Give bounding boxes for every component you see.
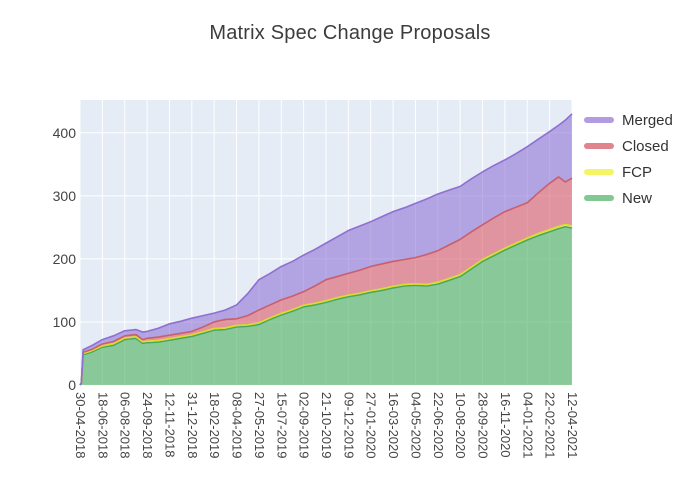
legend-item-fcp[interactable]: FCP [584,159,673,185]
legend-swatch-fcp [584,169,614,175]
y-tick-label: 200 [53,251,77,267]
area-merged [80,113,572,386]
area-closed [80,176,572,385]
x-tick-label: 27-05-2019 [252,392,267,459]
y-tick-label: 300 [53,188,77,204]
x-tick-label: 27-01-2020 [364,392,379,459]
x-tick-label: 08-04-2019 [230,392,245,459]
x-tick-label: 16-03-2020 [386,392,401,459]
legend-label: Closed [622,137,669,155]
x-tick-label: 12-11-2018 [162,392,177,458]
x-tick-label: 02-09-2019 [297,392,312,459]
x-tick-label: 24-09-2018 [140,392,155,459]
legend-swatch-merged [584,117,614,123]
legend-item-new[interactable]: New [584,185,673,211]
x-tick-label: 30-04-2018 [73,392,88,459]
line-merged [79,113,573,386]
x-tick-label: 10-08-2020 [453,392,468,459]
x-tick-label: 22-06-2020 [431,392,446,459]
x-tick-label: 18-06-2018 [95,392,110,459]
line-new [79,225,573,386]
line-fcp [79,223,573,386]
legend-item-merged[interactable]: Merged [584,107,673,133]
legend-swatch-closed [584,143,614,149]
y-tick-label: 0 [68,377,76,393]
x-tick-label: 31-12-2018 [185,392,200,459]
x-tick-label: 18-02-2019 [207,392,222,459]
legend-label: Merged [622,111,673,129]
y-tick-label: 400 [53,125,77,141]
legend-item-closed[interactable]: Closed [584,133,673,159]
x-tick-label: 04-05-2020 [408,392,423,459]
x-tick-label: 22-02-2021 [543,392,558,459]
x-tick-label: 12-04-2021 [565,392,580,459]
x-tick-label: 15-07-2019 [274,392,289,459]
y-tick-label: 100 [53,314,77,330]
legend: Merged Closed FCP New [584,107,673,211]
legend-label: New [622,189,653,207]
legend-swatch-new [584,195,614,201]
x-tick-label: 28-09-2020 [476,392,491,458]
line-closed [79,176,573,386]
chart-title: Matrix Spec Change Proposals [209,22,491,44]
x-tick-label: 09-12-2019 [341,392,356,459]
legend-label: FCP [622,163,652,181]
x-tick-label: 06-08-2018 [118,392,133,459]
area-new [80,226,572,385]
x-tick-label: 04-01-2021 [520,392,535,459]
x-tick-label: 21-10-2019 [319,392,334,459]
x-tick-label: 16-11-2020 [498,392,513,458]
